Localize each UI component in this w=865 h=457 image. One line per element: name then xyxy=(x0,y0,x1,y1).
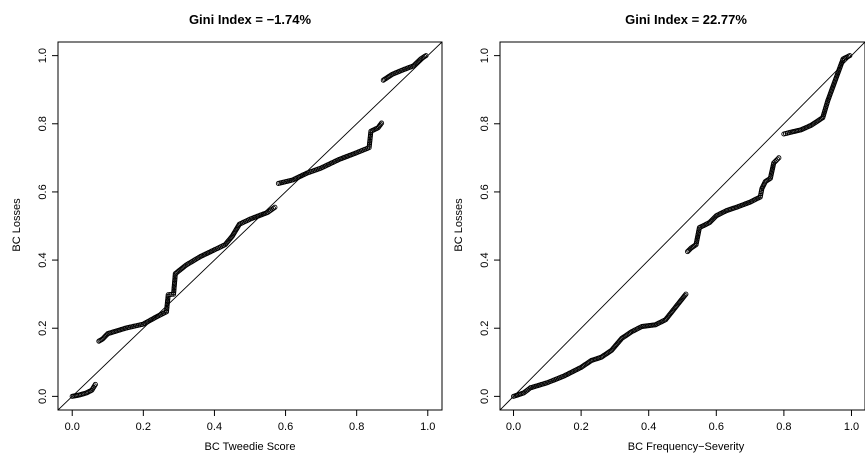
data-point xyxy=(165,292,171,298)
data-point xyxy=(771,160,777,166)
y-tick-label: 0.2 xyxy=(479,321,491,336)
y-tick-label: 0.8 xyxy=(37,116,49,131)
plot-frame xyxy=(57,41,443,411)
x-tick-label: 1.0 xyxy=(420,421,435,433)
y-tick-label: 1.0 xyxy=(479,48,491,63)
x-tick-label: 0.6 xyxy=(709,421,724,433)
reference-line xyxy=(58,42,442,410)
y-tick-label: 0.6 xyxy=(479,184,491,199)
left-y-axis-label: BC Losses xyxy=(11,198,23,252)
x-tick-label: 0.6 xyxy=(278,421,293,433)
data-point xyxy=(378,121,384,127)
y-tick-label: 1.0 xyxy=(37,48,49,63)
data-point xyxy=(526,386,532,392)
x-tick-label: 0.8 xyxy=(349,421,364,433)
data-point xyxy=(776,155,782,161)
x-tick-label: 0.4 xyxy=(641,421,656,433)
right-plot-title: Gini Index = 22.77% xyxy=(625,12,747,27)
x-tick-label: 0.2 xyxy=(136,421,151,433)
data-point xyxy=(772,159,778,165)
data-points xyxy=(69,53,429,399)
data-point xyxy=(104,332,110,338)
data-point xyxy=(683,291,689,297)
data-point xyxy=(423,53,429,59)
data-point xyxy=(272,204,278,210)
left-plot-title: Gini Index = −1.74% xyxy=(189,12,312,27)
data-point xyxy=(847,53,853,59)
left-x-axis-label: BC Tweedie Score xyxy=(205,441,296,453)
data-point xyxy=(379,120,385,126)
data-point xyxy=(682,292,688,298)
plot-frame xyxy=(499,41,865,411)
left-plot-panel: Gini Index = −1.74% BC Tweedie Score BC … xyxy=(11,12,443,453)
y-tick-label: 0.8 xyxy=(479,116,491,131)
y-tick-label: 0.4 xyxy=(37,252,49,267)
x-tick-label: 0.8 xyxy=(776,421,791,433)
x-tick-label: 0.0 xyxy=(65,421,80,433)
y-tick-label: 0.0 xyxy=(37,389,49,404)
y-tick-label: 0.0 xyxy=(479,389,491,404)
right-plot-panel: Gini Index = 22.77% BC Frequency−Severit… xyxy=(453,12,865,453)
right-x-axis-label: BC Frequency−Severity xyxy=(628,441,745,453)
right-y-axis-label: BC Losses xyxy=(453,198,465,252)
data-point xyxy=(773,157,779,163)
data-point xyxy=(167,292,173,298)
data-point xyxy=(92,381,98,387)
y-tick-label: 0.2 xyxy=(37,321,49,336)
reference-line xyxy=(500,42,865,410)
data-point xyxy=(775,156,781,162)
x-tick-label: 1.0 xyxy=(844,421,859,433)
x-tick-label: 0.4 xyxy=(207,421,222,433)
y-tick-label: 0.6 xyxy=(37,184,49,199)
data-points xyxy=(510,53,853,399)
x-tick-label: 0.2 xyxy=(573,421,588,433)
x-tick-label: 0.0 xyxy=(506,421,521,433)
y-tick-label: 0.4 xyxy=(479,252,491,267)
